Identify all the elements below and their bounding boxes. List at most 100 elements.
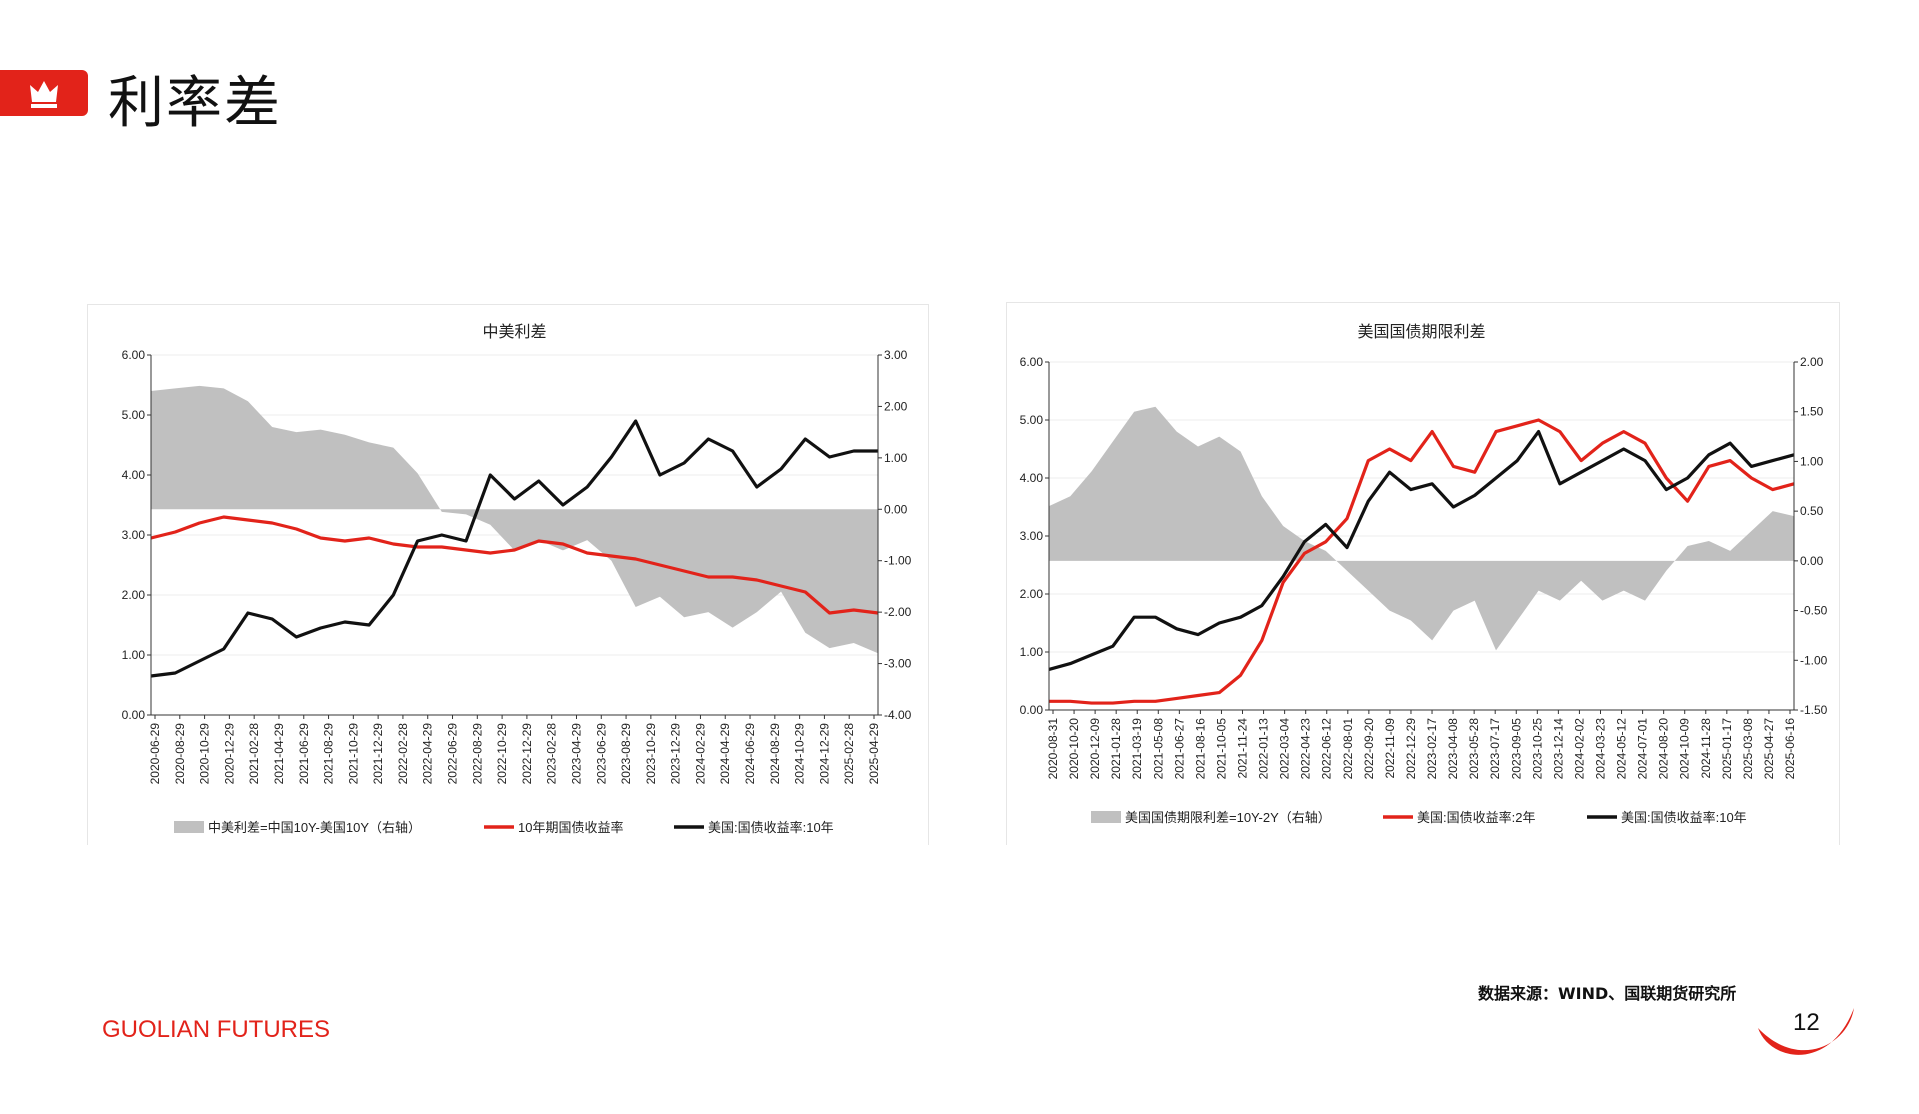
x-tick-label: 2021-06-29 xyxy=(297,723,311,785)
left-tick-label: 6.00 xyxy=(122,348,146,362)
legend-label: 中美利差=中国10Y-美国10Y（右轴） xyxy=(208,820,421,835)
right-tick-label: 2.00 xyxy=(1800,355,1824,369)
line-series xyxy=(1048,430,1795,671)
right-tick-label: -4.00 xyxy=(884,708,912,722)
legend-swatch xyxy=(174,821,204,833)
right-tick-label: -2.00 xyxy=(884,605,912,619)
x-tick-label: 2023-09-05 xyxy=(1509,718,1523,780)
brand-logo-text: GUOLIAN FUTURES xyxy=(102,1016,331,1043)
x-tick-label: 2022-04-23 xyxy=(1299,718,1313,780)
x-tick-label: 2023-08-29 xyxy=(619,723,633,785)
area-series xyxy=(1049,406,1794,651)
x-tick-label: 2024-08-20 xyxy=(1657,718,1671,780)
legend-label: 美国:国债收益率:10年 xyxy=(1621,810,1747,825)
x-tick-label: 2023-04-08 xyxy=(1446,718,1460,780)
x-tick-label: 2021-04-29 xyxy=(272,723,286,785)
chart-spread-cn-us: 中美利差 6.00 5.00 4.00 3.00 2.00 1.00 0.00 3.00 2.00… xyxy=(87,304,929,845)
left-tick-label: 0.00 xyxy=(1020,703,1044,717)
x-tick-label: 2023-12-29 xyxy=(669,723,683,785)
crown-icon xyxy=(30,81,58,108)
x-tick-label: 2024-02-29 xyxy=(693,723,707,785)
x-tick-label: 2022-12-29 xyxy=(520,723,534,785)
right-tick-label: -1.00 xyxy=(1800,653,1828,667)
x-tick-label: 2024-05-12 xyxy=(1615,718,1629,780)
source-note: 数据来源：WIND、国联期货研究所 xyxy=(1478,984,1737,1003)
chart1-svg: 中美利差 6.00 5.00 4.00 3.00 2.00 1.00 0.00 3.00 2.00… xyxy=(122,323,912,835)
x-tick-label: 2024-07-01 xyxy=(1636,718,1650,780)
x-tick-label: 2023-10-29 xyxy=(644,723,658,785)
left-tick-label: 1.00 xyxy=(122,648,146,662)
right-tick-label: 0.00 xyxy=(884,502,908,516)
x-tick-label: 2024-03-23 xyxy=(1593,718,1607,780)
line-series xyxy=(150,515,879,615)
x-tick-label: 2022-01-13 xyxy=(1257,718,1271,780)
x-tick-label: 2020-10-29 xyxy=(198,723,212,785)
right-tick-label: 1.00 xyxy=(884,451,908,465)
right-tick-label: -1.00 xyxy=(884,554,912,568)
page-number: 12 xyxy=(1793,1009,1820,1036)
x-tick-label: 2023-04-29 xyxy=(569,723,583,785)
x-tick-label: 2025-04-29 xyxy=(867,723,881,785)
x-tick-label: 2022-04-29 xyxy=(421,723,435,785)
x-tick-label: 2022-12-29 xyxy=(1404,718,1418,780)
x-tick-label: 2021-10-05 xyxy=(1214,718,1228,780)
x-tick-label: 2025-04-27 xyxy=(1762,718,1776,780)
left-tick-label: 0.00 xyxy=(122,708,146,722)
x-tick-label: 2024-12-29 xyxy=(817,723,831,785)
x-tick-label: 2021-02-28 xyxy=(247,723,261,785)
left-tick-label: 3.00 xyxy=(122,528,146,542)
chart2-svg: 美国国债期限利差 6.00 5.00 4.00 3.00 2.00 1.00 0.00 2.00… xyxy=(1020,323,1828,825)
right-tick-label: 2.00 xyxy=(884,399,908,413)
x-tick-label: 2023-02-17 xyxy=(1425,718,1439,780)
x-tick-label: 2024-08-29 xyxy=(768,723,782,785)
x-tick-label: 2020-08-29 xyxy=(173,723,187,785)
right-tick-label: 3.00 xyxy=(884,348,908,362)
x-tick-label: 2023-02-28 xyxy=(545,723,559,785)
legend-label: 美国:国债收益率:2年 xyxy=(1417,810,1535,825)
x-tick-label: 2023-10-25 xyxy=(1530,718,1544,780)
x-tick-label: 2020-06-29 xyxy=(148,723,162,785)
x-tick-label: 2024-11-28 xyxy=(1699,718,1713,779)
x-tick-label: 2021-06-27 xyxy=(1172,718,1186,780)
x-tick-label: 2025-02-28 xyxy=(842,723,856,785)
x-tick-label: 2021-08-29 xyxy=(322,723,336,785)
x-tick-label: 2022-02-28 xyxy=(396,723,410,785)
header-accent-bar xyxy=(0,70,88,116)
x-tick-label: 2023-06-29 xyxy=(594,723,608,785)
x-tick-label: 2020-08-31 xyxy=(1046,718,1060,780)
line-series xyxy=(150,419,878,678)
x-tick-label: 2024-02-02 xyxy=(1572,718,1586,780)
x-tick-label: 2024-10-09 xyxy=(1678,718,1692,780)
legend-label: 10年期国债收益率 xyxy=(518,820,623,835)
left-tick-label: 6.00 xyxy=(1020,355,1044,369)
left-tick-label: 5.00 xyxy=(122,408,146,422)
line-series xyxy=(1049,418,1795,705)
chart-us-term-spread: 美国国债期限利差 6.00 5.00 4.00 3.00 2.00 1.00 0.00 2.00… xyxy=(1006,302,1840,845)
left-tick-label: 1.00 xyxy=(1020,645,1044,659)
x-tick-label: 2021-03-19 xyxy=(1130,718,1144,780)
x-tick-label: 2025-06-16 xyxy=(1783,718,1797,780)
x-tick-label: 2024-04-29 xyxy=(718,723,732,785)
x-tick-label: 2021-01-28 xyxy=(1109,718,1123,780)
legend-swatch xyxy=(1091,811,1121,823)
x-tick-label: 2023-07-17 xyxy=(1488,718,1502,780)
chart-title: 美国国债期限利差 xyxy=(1357,323,1485,341)
x-tick-label: 2024-06-29 xyxy=(743,723,757,785)
x-tick-label: 2020-10-20 xyxy=(1067,718,1081,780)
x-tick-label: 2021-12-29 xyxy=(371,723,385,785)
left-tick-label: 4.00 xyxy=(1020,471,1044,485)
right-tick-label: 1.00 xyxy=(1800,454,1824,468)
area-series xyxy=(151,385,878,654)
left-tick-label: 3.00 xyxy=(1020,529,1044,543)
page-title: 利率差 xyxy=(108,71,282,136)
chart-title: 中美利差 xyxy=(482,323,546,341)
legend-label: 美国:国债收益率:10年 xyxy=(708,820,834,835)
x-tick-label: 2022-03-04 xyxy=(1278,718,1292,780)
left-tick-label: 5.00 xyxy=(1020,413,1044,427)
right-tick-label: 0.00 xyxy=(1800,554,1824,568)
right-tick-label: -1.50 xyxy=(1800,703,1828,717)
legend-label: 美国国债期限利差=10Y-2Y（右轴） xyxy=(1125,810,1331,825)
x-tick-label: 2020-12-09 xyxy=(1088,718,1102,780)
x-tick-label: 2022-09-20 xyxy=(1362,718,1376,780)
x-tick-label: 2022-06-12 xyxy=(1320,718,1334,780)
